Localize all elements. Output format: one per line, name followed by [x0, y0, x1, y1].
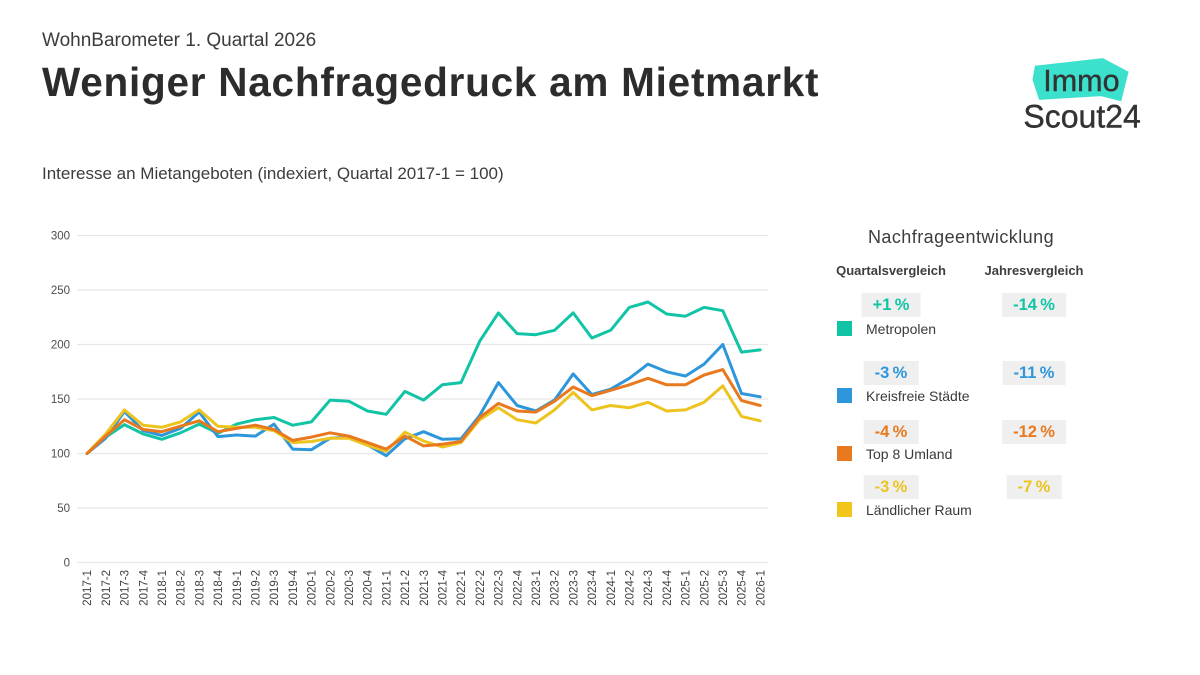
svg-text:2026-1: 2026-1 — [755, 570, 767, 606]
svg-text:2025-2: 2025-2 — [699, 570, 711, 606]
svg-text:2017-4: 2017-4 — [138, 569, 150, 605]
svg-text:2024-4: 2024-4 — [662, 569, 674, 605]
svg-text:300: 300 — [51, 230, 70, 242]
svg-text:2024-2: 2024-2 — [625, 570, 637, 606]
svg-text:2018-4: 2018-4 — [213, 569, 225, 605]
svg-text:100: 100 — [51, 448, 70, 460]
svg-text:2021-4: 2021-4 — [438, 569, 450, 605]
svg-text:150: 150 — [51, 394, 70, 406]
svg-text:2018-3: 2018-3 — [194, 570, 206, 606]
svg-text:2018-2: 2018-2 — [176, 570, 188, 606]
svg-text:2024-1: 2024-1 — [606, 570, 618, 606]
svg-text:2017-3: 2017-3 — [120, 570, 132, 606]
svg-text:2017-1: 2017-1 — [82, 570, 94, 606]
svg-text:2019-3: 2019-3 — [269, 570, 281, 606]
svg-text:2019-2: 2019-2 — [251, 570, 263, 606]
svg-text:2022-4: 2022-4 — [512, 569, 524, 605]
svg-text:50: 50 — [57, 503, 70, 515]
svg-text:2022-3: 2022-3 — [494, 570, 506, 606]
svg-text:2020-2: 2020-2 — [325, 570, 337, 606]
svg-text:2022-2: 2022-2 — [475, 570, 487, 606]
svg-text:Immo: Immo — [1043, 64, 1119, 98]
svg-text:Scout24: Scout24 — [1023, 98, 1140, 134]
svg-text:2023-4: 2023-4 — [587, 569, 599, 605]
svg-text:2023-3: 2023-3 — [568, 570, 580, 606]
svg-text:2020-1: 2020-1 — [307, 570, 319, 606]
svg-text:2020-3: 2020-3 — [344, 570, 356, 606]
svg-text:2021-2: 2021-2 — [400, 570, 412, 606]
svg-text:2020-4: 2020-4 — [363, 569, 375, 605]
svg-text:2021-1: 2021-1 — [381, 570, 393, 606]
svg-text:2025-3: 2025-3 — [718, 570, 730, 606]
svg-text:2021-3: 2021-3 — [419, 570, 431, 606]
svg-text:2023-2: 2023-2 — [550, 570, 562, 606]
svg-text:2025-4: 2025-4 — [737, 569, 749, 605]
svg-text:2022-1: 2022-1 — [456, 570, 468, 606]
svg-text:2024-3: 2024-3 — [643, 570, 655, 606]
svg-text:200: 200 — [51, 339, 70, 351]
svg-text:2018-1: 2018-1 — [157, 570, 169, 606]
svg-text:2019-1: 2019-1 — [232, 570, 244, 606]
svg-text:2019-4: 2019-4 — [288, 569, 300, 605]
svg-text:2025-1: 2025-1 — [681, 570, 693, 606]
svg-text:2017-2: 2017-2 — [101, 570, 113, 606]
svg-text:2023-1: 2023-1 — [531, 570, 543, 606]
svg-text:0: 0 — [64, 557, 70, 569]
svg-text:250: 250 — [51, 285, 70, 297]
